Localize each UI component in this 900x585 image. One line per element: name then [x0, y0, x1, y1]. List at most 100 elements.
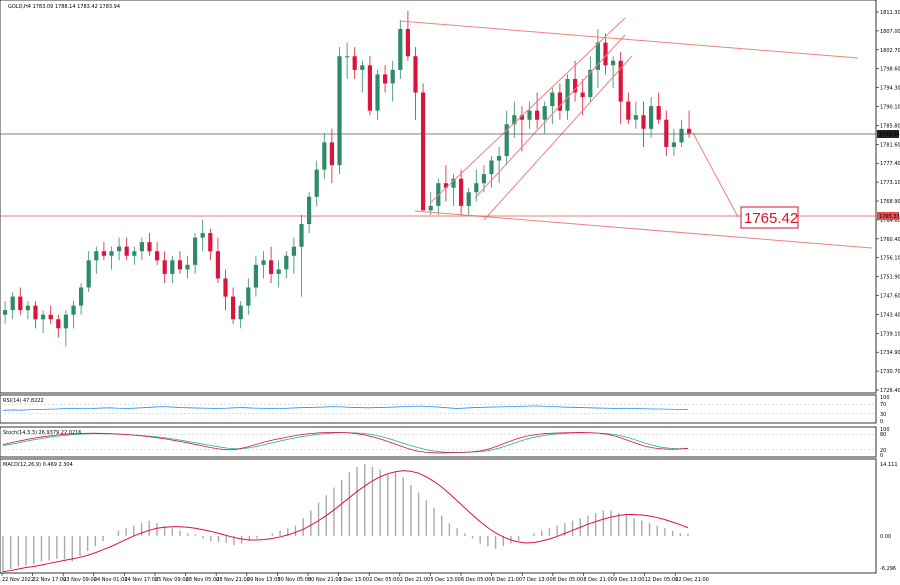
candle-body [291, 246, 296, 256]
price-tick-label: 1726.40 [880, 388, 900, 394]
candle-body [557, 92, 562, 111]
stoch-k-line [2, 431, 689, 454]
time-tick-label: 28 Nov 05:00 [186, 577, 220, 583]
candle-body [337, 56, 342, 166]
candle-body [25, 305, 30, 311]
price-axis: 1811.30 1807.00 1802.70 1798.60 1794.30 1790.… [876, 10, 900, 394]
price-panel[interactable]: GOLD,H4 1783.09 1788.14 1783.42 1783.94 … [0, 0, 877, 394]
rsi-line [2, 405, 688, 411]
candle-body [284, 255, 289, 270]
macd-panel[interactable]: MACD(12,26,9) 0.469 2.304 14.111 0.00 -6.2… [0, 458, 898, 574]
time-tick-label: 1 Dec 13:00 [339, 577, 369, 583]
time-tick-label: 30 Nov 21:00 [308, 577, 342, 583]
candle-body [618, 60, 623, 102]
candle-body [307, 196, 312, 225]
candle-body [641, 115, 646, 129]
candle-body [459, 178, 464, 206]
candle-body [170, 260, 175, 274]
candle-body [580, 92, 585, 98]
candle-body [56, 319, 61, 329]
candle-body [671, 142, 676, 147]
time-tick-label: 30 Nov 05:00 [277, 577, 311, 583]
candle-body [33, 305, 38, 320]
time-tick-label: 7 Dec 13:00 [522, 577, 552, 583]
candle-body [656, 106, 661, 120]
candle-body [322, 142, 327, 170]
candle-body [687, 128, 692, 134]
time-tick-label: 22 Nov 17:00 [33, 577, 67, 583]
time-tick-label: 24 Nov 17:00 [124, 577, 158, 583]
candle-body [679, 128, 684, 143]
candle-body [200, 233, 205, 238]
rising-channel-mid [474, 34, 626, 199]
candle-body [535, 110, 540, 120]
candle-body [86, 260, 91, 288]
candle-body [443, 183, 448, 188]
candle-body [413, 56, 418, 93]
rising-channel-upper [429, 17, 626, 204]
candle-body [497, 156, 502, 161]
candle-body [162, 260, 167, 274]
candle-body [360, 65, 365, 70]
rsi-tick-label: 30 [880, 412, 886, 418]
candle-body [246, 287, 251, 306]
price-tick-label: 1781.60 [880, 142, 900, 148]
time-tick-label: 12 Dec 05:00 [645, 577, 679, 583]
macd-panel-frame [0, 458, 877, 574]
candle-body [299, 224, 304, 247]
candle-body [633, 115, 638, 120]
candle-body [626, 101, 631, 120]
target-label-box [740, 206, 799, 229]
candle-body [383, 74, 388, 84]
macd-tick-label: 14.111 [880, 462, 898, 468]
candle-body [215, 251, 220, 279]
candle-body [504, 124, 509, 157]
candle-body [542, 106, 547, 120]
price-tick-label: 1811.30 [880, 10, 900, 16]
macd-tick-label: 0.00 [880, 534, 891, 540]
candle-body [512, 115, 517, 125]
price-tick-label: 1785.80 [880, 123, 900, 129]
price-tick-label: 1730.70 [880, 369, 900, 375]
candle-body [10, 296, 15, 311]
time-tick-label: 25 Nov 09:00 [155, 577, 189, 583]
time-tick-label: 28 Nov 21:00 [216, 577, 250, 583]
candle-body [466, 192, 471, 206]
price-tick-label: 1794.30 [880, 86, 900, 92]
candle-body [147, 242, 152, 252]
time-tick-label: 5 Dec 13:00 [430, 577, 460, 583]
candle-body [94, 251, 99, 261]
projection-line [692, 132, 739, 218]
candle-body [474, 183, 479, 193]
candle-body [139, 242, 144, 252]
price-tick-label: 1764.60 [880, 218, 900, 224]
price-tick-label: 1739.10 [880, 331, 900, 337]
candle-body [421, 92, 426, 211]
candle-body [48, 314, 53, 320]
rsi-tick-label: 0 [880, 419, 883, 425]
candles-layer [3, 10, 692, 347]
stoch-tick-label: 80 [880, 432, 886, 438]
time-tick-label: 6 Dec 21:00 [492, 577, 522, 583]
candle-body [117, 246, 122, 252]
candle-body [208, 233, 213, 252]
time-tick-label: 2 Dec 21:00 [400, 577, 430, 583]
price-tick-label: 1756.10 [880, 256, 900, 262]
candle-body [155, 251, 160, 261]
macd-tick-label: -6.296 [880, 566, 896, 572]
time-tick-label: 6 Dec 05:00 [461, 577, 491, 583]
candle-body [269, 260, 274, 274]
level-badge [877, 212, 899, 220]
time-tick-label: 8 Dec 21:00 [583, 577, 613, 583]
candle-body [79, 287, 84, 306]
channel-upper-line [399, 20, 859, 59]
candle-body [390, 69, 395, 84]
candle-body [451, 178, 456, 188]
candle-body [489, 160, 494, 175]
candle-body [71, 305, 76, 315]
